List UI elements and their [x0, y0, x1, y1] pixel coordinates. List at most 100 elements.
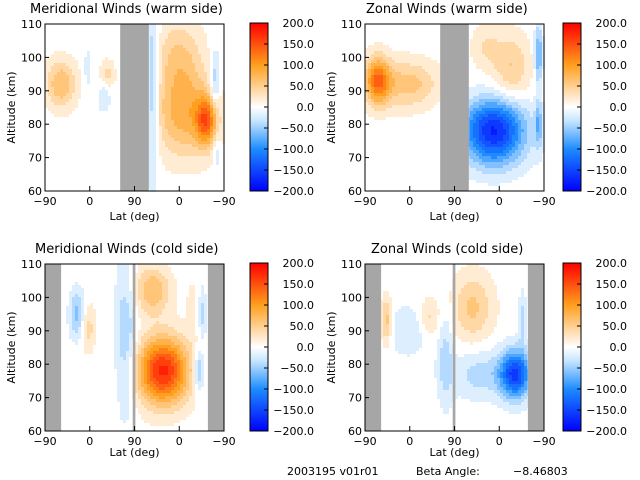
field-cell — [177, 111, 180, 114]
field-cell — [180, 36, 183, 39]
field-cell — [392, 81, 395, 84]
field-cell — [530, 162, 533, 165]
field-cell — [503, 93, 506, 96]
field-cell — [180, 33, 183, 36]
field-cell — [416, 81, 419, 84]
field-cell — [102, 99, 105, 102]
field-cell — [174, 330, 177, 333]
field-cell — [207, 87, 210, 90]
field-cell — [210, 111, 213, 114]
field-cell — [509, 84, 512, 87]
field-cell — [156, 417, 159, 420]
field-cell — [521, 72, 524, 75]
field-cell — [192, 351, 195, 354]
colorbar-tick-label: −100.0 — [273, 143, 314, 156]
field-cell — [153, 384, 156, 387]
field-cell — [126, 366, 129, 369]
field-cell — [476, 33, 479, 36]
field-cell — [434, 69, 437, 72]
field-cell — [186, 384, 189, 387]
field-cell — [422, 78, 425, 81]
field-cell — [159, 63, 162, 66]
field-cell — [177, 366, 180, 369]
field-cell — [198, 321, 201, 324]
field-cell — [488, 93, 491, 96]
field-cell — [533, 123, 536, 126]
field-cell — [509, 99, 512, 102]
field-cell — [506, 99, 509, 102]
field-cell — [147, 324, 150, 327]
field-cell — [198, 351, 201, 354]
field-cell — [174, 288, 177, 291]
field-cell — [138, 393, 141, 396]
field-cell — [183, 366, 186, 369]
field-cell — [141, 387, 144, 390]
field-cell — [51, 69, 54, 72]
field-cell — [192, 24, 195, 27]
field-cell — [198, 378, 201, 381]
field-cell — [195, 117, 198, 120]
field-cell — [416, 99, 419, 102]
field-cell — [195, 24, 198, 27]
field-cell — [105, 75, 108, 78]
field-cell — [171, 117, 174, 120]
field-cell — [126, 303, 129, 306]
field-cell — [186, 150, 189, 153]
field-cell — [48, 108, 51, 111]
field-cell — [404, 63, 407, 66]
field-cell — [171, 351, 174, 354]
field-cell — [147, 312, 150, 315]
field-cell — [515, 111, 518, 114]
field-cell — [488, 51, 491, 54]
field-cell — [413, 57, 416, 60]
x-tick-label: 0 — [176, 195, 183, 208]
field-cell — [159, 120, 162, 123]
field-cell — [207, 48, 210, 51]
field-cell — [491, 105, 494, 108]
field-cell — [473, 48, 476, 51]
field-cell — [75, 66, 78, 69]
field-cell — [75, 282, 78, 285]
field-cell — [419, 63, 422, 66]
field-cell — [219, 108, 222, 111]
field-cell — [476, 51, 479, 54]
field-cell — [150, 336, 153, 339]
field-cell — [512, 57, 515, 60]
field-cell — [536, 117, 539, 120]
field-cell — [72, 333, 75, 336]
field-cell — [60, 105, 63, 108]
field-cell — [156, 381, 159, 384]
field-cell — [479, 66, 482, 69]
field-cell — [428, 84, 431, 87]
field-cell — [93, 309, 96, 312]
field-cell — [536, 84, 539, 87]
field-cell — [509, 120, 512, 123]
field-cell — [93, 324, 96, 327]
field-cell — [491, 114, 494, 117]
field-cell — [156, 321, 159, 324]
field-cell — [216, 51, 219, 54]
field-cell — [216, 114, 219, 117]
field-cell — [165, 27, 168, 30]
field-cell — [509, 39, 512, 42]
field-cell — [150, 324, 153, 327]
field-cell — [159, 378, 162, 381]
field-cell — [428, 66, 431, 69]
field-cell — [174, 147, 177, 150]
field-cell — [174, 312, 177, 315]
field-cell — [530, 66, 533, 69]
y-tick-label: 80 — [28, 358, 42, 371]
field-cell — [120, 273, 123, 276]
field-cell — [153, 360, 156, 363]
field-cell — [138, 411, 141, 414]
field-cell — [482, 270, 485, 273]
field-cell — [84, 351, 87, 354]
field-cell — [198, 309, 201, 312]
field-cell — [386, 81, 389, 84]
field-cell — [371, 84, 374, 87]
field-cell — [371, 99, 374, 102]
field-cell — [165, 105, 168, 108]
field-cell — [413, 54, 416, 57]
field-cell — [533, 99, 536, 102]
field-cell — [383, 114, 386, 117]
